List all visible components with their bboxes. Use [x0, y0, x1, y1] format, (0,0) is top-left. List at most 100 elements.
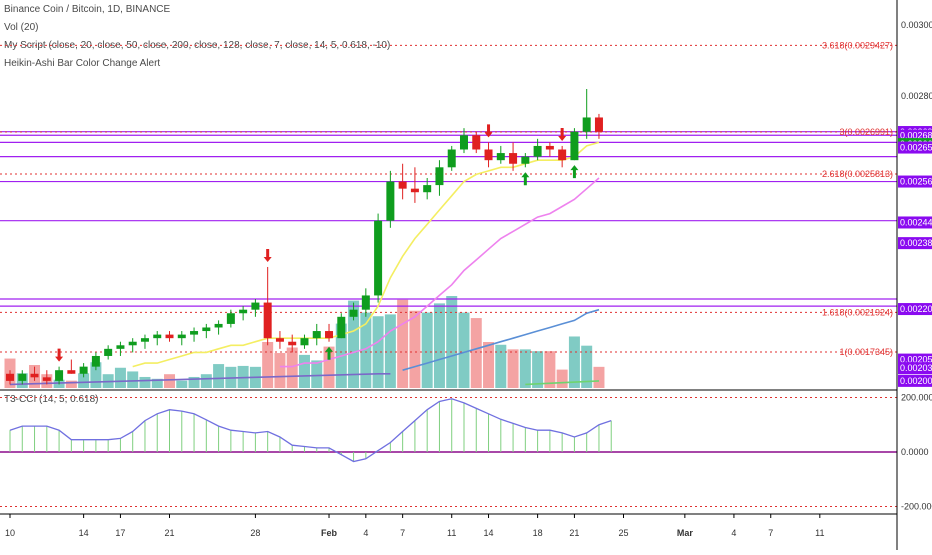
volume-bar — [200, 374, 212, 388]
volume-bar — [519, 349, 531, 388]
cci-tick-label: 200.0000 — [901, 392, 932, 402]
candle-body — [18, 373, 27, 381]
fib-label: 2.618(0.0025813) — [822, 169, 893, 179]
volume-bar — [286, 347, 298, 388]
candle-body — [398, 181, 407, 189]
candle-body — [349, 309, 358, 317]
candle-body — [128, 341, 137, 346]
candle-body — [594, 117, 603, 132]
buy-arrow — [570, 165, 579, 179]
volume-bar — [397, 299, 409, 388]
candle-body — [6, 373, 14, 381]
candle-body — [239, 309, 248, 314]
buy-arrow — [325, 346, 334, 360]
sell-arrow — [484, 124, 493, 138]
candle-body — [459, 135, 468, 150]
buy-arrow — [521, 172, 530, 186]
volume-bar — [90, 362, 102, 388]
volume-bar — [568, 336, 580, 388]
price-axis: 0.00300000.00280000.00269910.00268880.00… — [898, 20, 932, 387]
candle-body — [116, 345, 125, 349]
candle-body — [423, 185, 432, 193]
price-label-box — [898, 216, 932, 229]
price-label: 0.0026888 — [900, 131, 932, 141]
candle-body — [226, 313, 235, 324]
price-tick-label: 0.0030000 — [901, 20, 932, 30]
script-legend: My Script (close, 20, close, 50, close, … — [4, 40, 390, 51]
ma-violet-line — [9, 373, 391, 386]
candle-body — [153, 334, 162, 339]
candle-body — [288, 341, 297, 346]
cci-line — [9, 398, 612, 463]
volume-bar — [483, 342, 495, 388]
ma-yellow-line — [132, 141, 600, 368]
time-tick-label: 7 — [768, 528, 773, 538]
price-label: 0.0020000 — [900, 376, 932, 386]
time-tick-label: 14 — [79, 528, 89, 538]
price-label: 0.0024450 — [900, 217, 932, 227]
time-tick-label: 10 — [5, 528, 15, 538]
candle-body — [140, 338, 149, 342]
time-axis: 10 14 17 21 28 Feb 4 7 11 14 18 21 25 Mar 4 7 11 — [5, 514, 824, 538]
volume-bar — [311, 360, 323, 388]
chart-title: Binance Coin / Bitcoin, 1D, BINANCE — [4, 4, 171, 15]
time-tick-label: 28 — [250, 528, 260, 538]
candle-body — [337, 316, 346, 339]
candle-body — [570, 131, 579, 161]
volume-bar — [139, 376, 151, 388]
volume-bar — [164, 374, 176, 388]
volume-bar — [213, 364, 225, 388]
indicator-legend: T3-CCI (14, 5, 0.618) — [4, 394, 98, 405]
candle-body — [67, 370, 76, 374]
volume-bar — [298, 354, 310, 388]
price-label-box — [898, 374, 932, 387]
time-tick-label: 4 — [731, 528, 736, 538]
candle-body — [275, 338, 284, 342]
candle-body — [91, 355, 100, 367]
candle-body — [190, 331, 199, 335]
volume-bar — [532, 351, 544, 388]
candle-body — [484, 149, 493, 161]
candle-body — [325, 331, 334, 339]
volume-bar — [495, 344, 507, 388]
volume-legend: Vol (20) — [4, 22, 38, 33]
candle-body — [435, 167, 444, 186]
fib-label: 1.618(0.0021924) — [822, 307, 893, 317]
time-tick-label: Feb — [321, 528, 338, 538]
cci-tick-label: 0.0000 — [901, 447, 929, 457]
candle-body — [582, 117, 591, 132]
candle-body — [251, 302, 260, 310]
time-tick-label: 11 — [447, 528, 456, 538]
volume-bar — [151, 378, 163, 388]
volume-bar — [458, 312, 470, 388]
volume-bar — [78, 373, 90, 388]
time-tick-label: 11 — [815, 528, 824, 538]
time-tick-label: 7 — [400, 528, 405, 538]
time-tick-label: 21 — [165, 528, 175, 538]
time-tick-label: 21 — [569, 528, 579, 538]
price-label-box — [898, 237, 932, 250]
price-label-box — [898, 141, 932, 154]
volume-bar — [323, 346, 335, 388]
volume-bar — [433, 303, 445, 388]
volume-bar — [262, 342, 274, 388]
cci-series — [0, 396, 897, 508]
candle-body — [79, 366, 88, 374]
alert-legend: Heikin-Ashi Bar Color Change Alert — [4, 58, 160, 69]
candle-body — [496, 153, 505, 161]
candle-body — [472, 135, 481, 150]
fib-labels: 3.618(0.0029427) 3(0.0026991) 2.618(0.0025… — [822, 40, 893, 357]
price-label: 0.0025600 — [900, 177, 932, 187]
price-label: 0.0026555 — [900, 143, 932, 153]
candle-body — [533, 145, 542, 157]
volume-bar — [360, 312, 372, 388]
volume-bar — [581, 345, 593, 388]
price-tick-label: 0.0028000 — [901, 91, 932, 101]
candle-body — [202, 327, 211, 332]
volume-bar — [470, 318, 482, 388]
volume-bar — [65, 380, 77, 388]
sell-arrow — [558, 127, 567, 141]
time-tick-label: 17 — [115, 528, 125, 538]
cci-axis: 200.0000 0.0000 -200.0000 — [901, 392, 932, 511]
